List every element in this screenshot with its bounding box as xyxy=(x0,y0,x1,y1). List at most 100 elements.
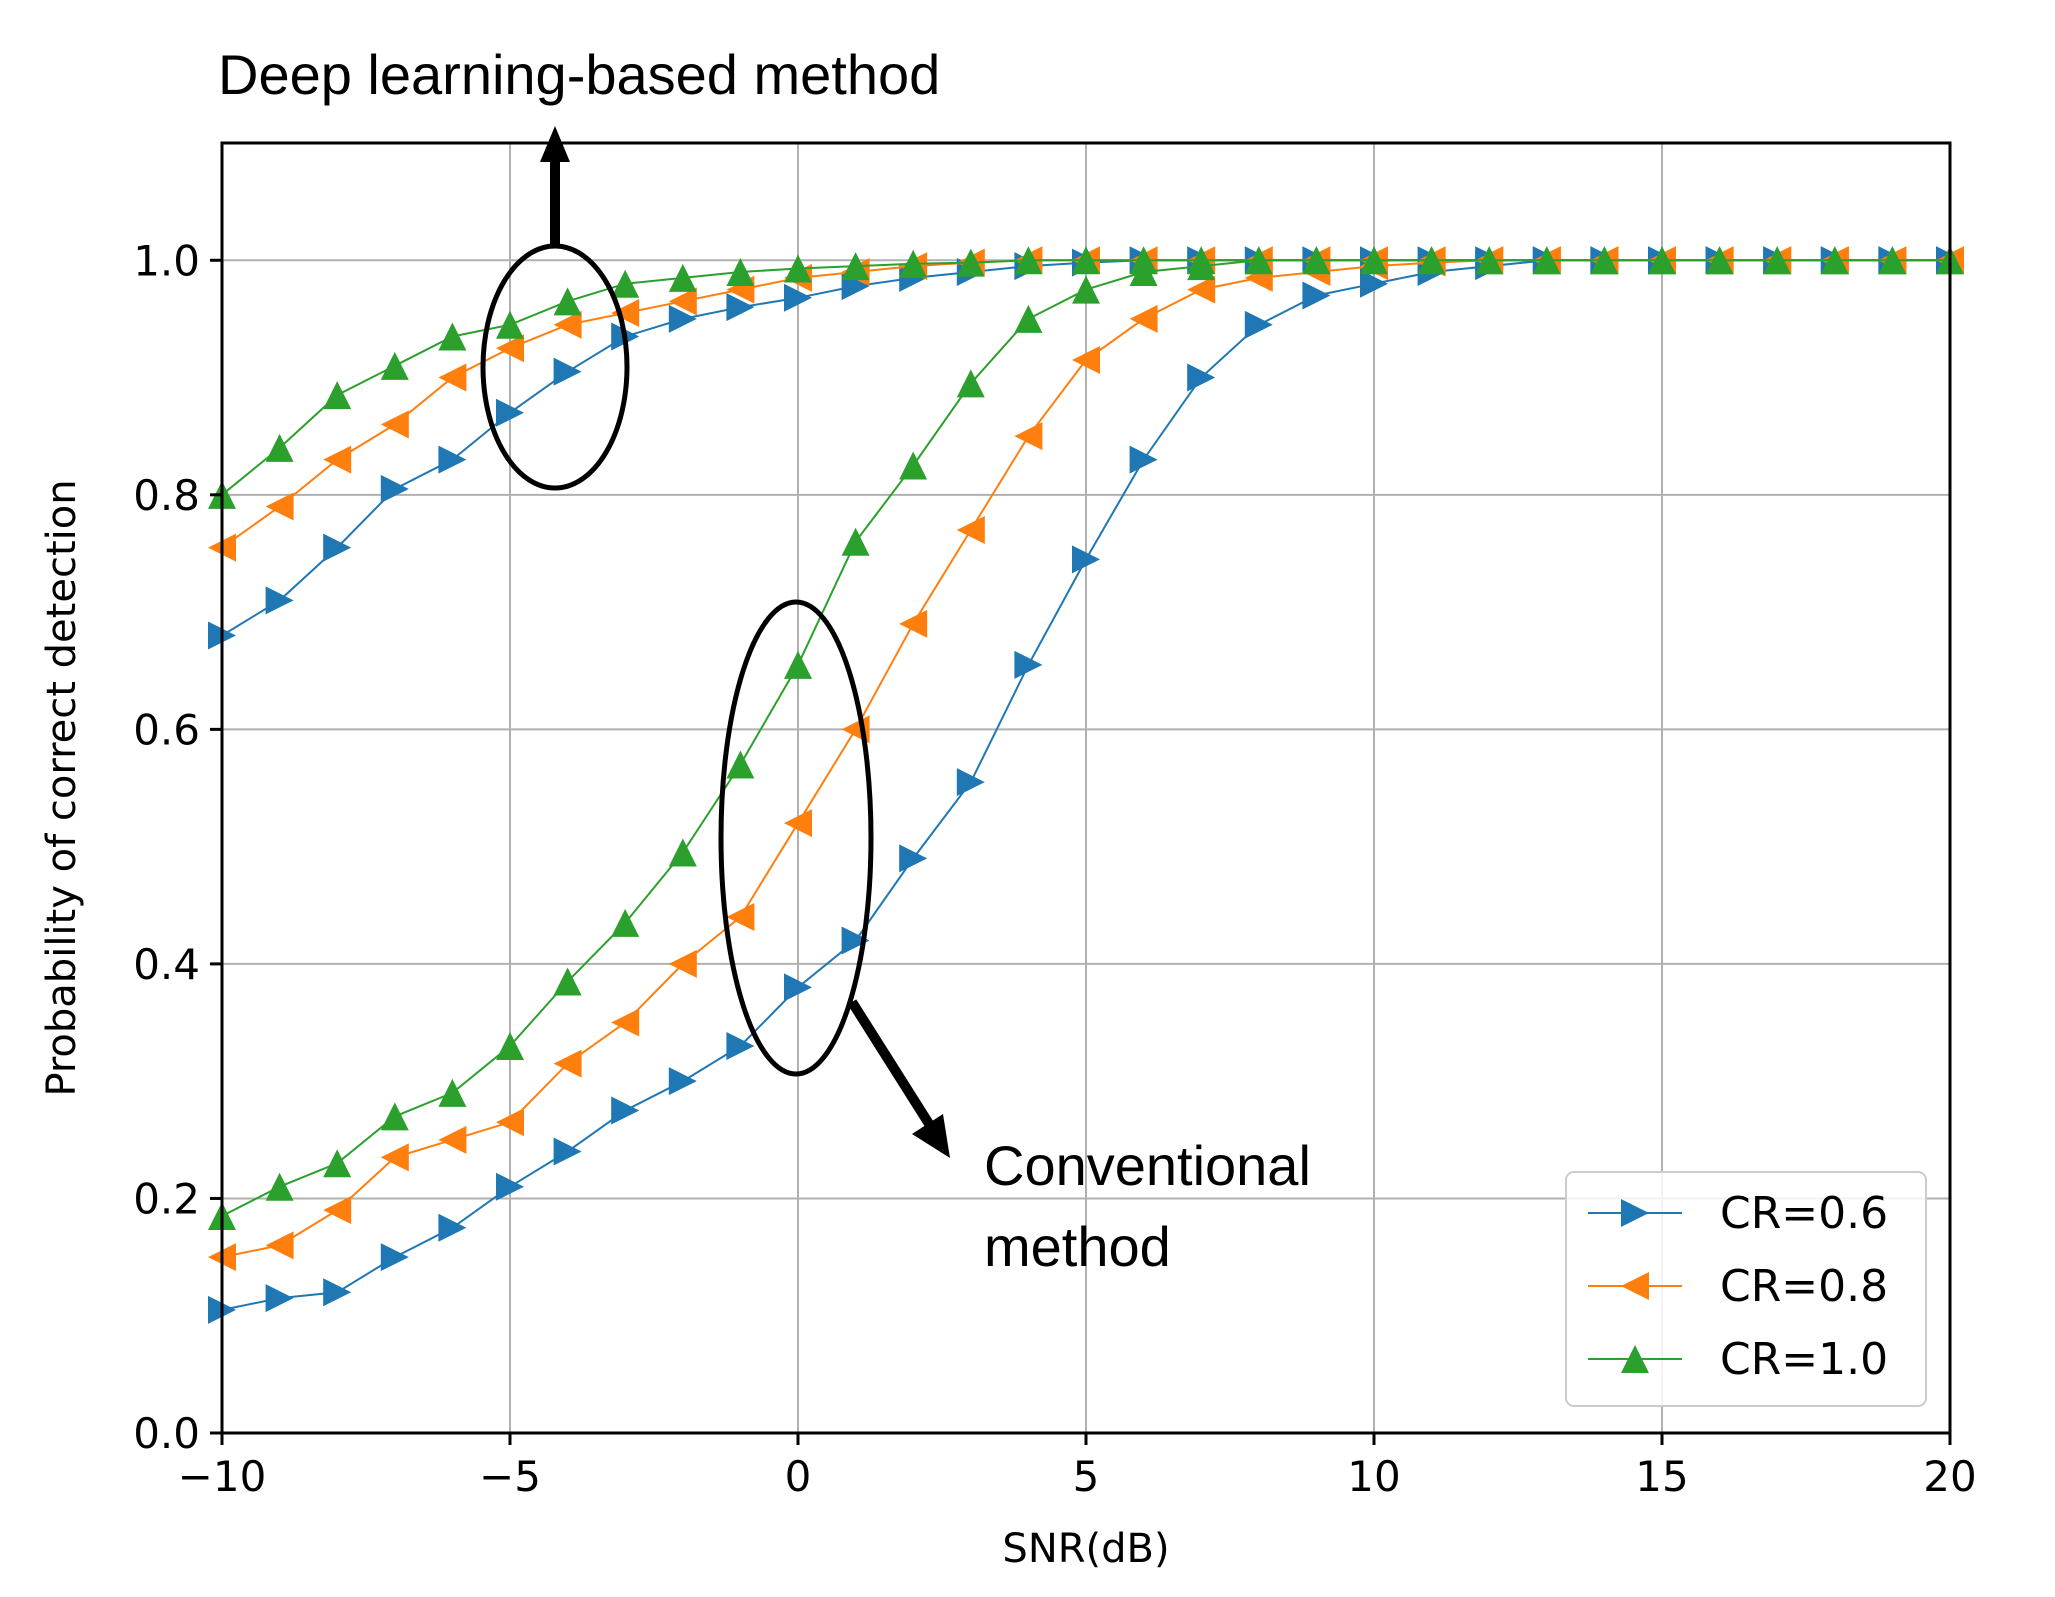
data-point-triangle-up xyxy=(841,252,870,281)
y-tick-label: 0.2 xyxy=(133,1174,200,1223)
data-point-triangle-up xyxy=(611,908,640,937)
data-point-triangle-right xyxy=(841,926,870,955)
legend-label: CR=1.0 xyxy=(1720,1334,1888,1385)
data-point-triangle-up xyxy=(1763,246,1792,275)
data-point-triangle-right xyxy=(323,533,352,562)
data-point-triangle-right xyxy=(1302,281,1331,310)
data-point-triangle-up xyxy=(553,967,582,996)
data-point-triangle-left xyxy=(1072,345,1100,374)
annotation-ellipse-conventional xyxy=(718,599,874,1077)
data-point-triangle-right xyxy=(496,1172,524,1201)
data-point-triangle-right xyxy=(553,1137,582,1166)
data-point-triangle-up xyxy=(1302,246,1331,275)
data-point-triangle-up xyxy=(668,838,697,867)
legend-entry-cr06: CR=0.6 xyxy=(1588,1188,1888,1239)
data-point-triangle-right xyxy=(726,1032,755,1060)
data-point-triangle-up xyxy=(496,1032,524,1060)
data-point-triangle-up xyxy=(1129,258,1158,286)
annotation-deep-learning: Deep learning-based method xyxy=(218,43,940,491)
data-point-triangle-up xyxy=(323,381,352,410)
data-point-triangle-left xyxy=(611,299,640,328)
y-axis-label: Probability of correct detection xyxy=(39,479,85,1096)
data-point-triangle-up xyxy=(323,1149,352,1178)
data-point-triangle-right xyxy=(1072,545,1100,574)
data-point-triangle-up xyxy=(265,433,294,462)
legend-entry-cr10: CR=1.0 xyxy=(1588,1334,1888,1385)
legend-entry-cr08: CR=0.8 xyxy=(1588,1261,1888,1312)
data-point-triangle-right xyxy=(1129,445,1158,474)
data-point-triangle-right xyxy=(956,768,985,797)
x-tick-label: 0 xyxy=(785,1452,812,1501)
data-point-triangle-left xyxy=(956,516,985,544)
data-point-triangle-up xyxy=(1590,246,1619,275)
y-tick-label: 0.6 xyxy=(133,705,200,754)
data-point-triangle-right xyxy=(553,357,582,386)
data-point-triangle-right xyxy=(1187,363,1216,392)
x-axis-label: SNR(dB) xyxy=(1002,1526,1169,1572)
annotation-conventional-text-line2: method xyxy=(984,1215,1171,1278)
data-point-triangle-up xyxy=(668,263,697,292)
data-point-triangle-right xyxy=(1244,310,1273,339)
y-tick-label: 0.0 xyxy=(133,1409,200,1458)
data-point-triangle-up xyxy=(899,249,928,278)
data-point-triangle-up xyxy=(380,1102,409,1131)
data-point-triangle-right xyxy=(784,283,812,312)
data-point-triangle-up xyxy=(496,310,524,339)
data-point-triangle-right xyxy=(496,398,524,427)
annotation-conventional: Conventional method xyxy=(718,599,1311,1278)
data-point-triangle-right xyxy=(668,1067,697,1096)
x-tick-label: −5 xyxy=(479,1452,541,1501)
data-point-triangle-left xyxy=(496,1108,524,1137)
data-point-triangle-left xyxy=(438,1125,467,1154)
data-point-triangle-up xyxy=(1878,246,1907,275)
data-point-triangle-left xyxy=(323,445,352,474)
data-point-triangle-left xyxy=(496,334,524,363)
annotation-deep-learning-text: Deep learning-based method xyxy=(218,43,940,106)
data-point-triangle-up xyxy=(1417,246,1446,275)
data-point-triangle-up xyxy=(1072,275,1100,304)
data-point-triangle-up xyxy=(1360,246,1388,275)
annotation-arrow-conventional xyxy=(847,999,936,1130)
x-tick-label: 15 xyxy=(1635,1452,1688,1501)
legend-marker-triangle-right-icon xyxy=(1621,1199,1649,1227)
data-point-triangle-right xyxy=(726,293,755,322)
y-tick-label: 1.0 xyxy=(133,236,200,285)
data-point-triangle-up xyxy=(1648,246,1676,275)
data-point-triangle-right xyxy=(899,844,928,873)
x-tick-label: 20 xyxy=(1923,1452,1976,1501)
data-point-triangle-right xyxy=(380,474,409,503)
series-layer xyxy=(208,246,1964,1324)
data-point-triangle-up xyxy=(553,287,582,316)
data-point-triangle-left xyxy=(726,903,755,931)
data-point-triangle-up xyxy=(784,650,812,679)
legend-label: CR=0.8 xyxy=(1720,1261,1888,1312)
data-point-triangle-up xyxy=(1014,304,1043,333)
legend-marker-triangle-up-icon xyxy=(1621,1345,1649,1373)
data-point-triangle-right xyxy=(323,1278,352,1307)
data-point-triangle-up xyxy=(1014,246,1043,275)
annotation-conventional-text-line1: Conventional xyxy=(984,1134,1311,1197)
data-point-triangle-up xyxy=(1244,246,1273,275)
data-point-triangle-left xyxy=(380,1143,409,1172)
x-tick-label: −10 xyxy=(178,1452,267,1501)
legend-marker-triangle-left-icon xyxy=(1621,1272,1649,1300)
data-point-triangle-up xyxy=(380,351,409,380)
data-point-triangle-up xyxy=(1475,246,1504,275)
x-tick-label: 10 xyxy=(1347,1452,1400,1501)
data-point-triangle-left xyxy=(1129,304,1158,333)
data-point-triangle-up xyxy=(899,451,928,480)
data-point-triangle-left xyxy=(668,949,697,978)
data-point-triangle-left xyxy=(380,410,409,439)
data-point-triangle-right xyxy=(611,1096,640,1125)
data-point-triangle-right xyxy=(265,1284,294,1313)
data-point-triangle-left xyxy=(323,1196,352,1225)
data-point-triangle-right xyxy=(438,445,467,474)
legend-label: CR=0.6 xyxy=(1720,1188,1888,1239)
data-point-triangle-left xyxy=(1014,422,1043,451)
data-point-triangle-up xyxy=(1187,252,1216,281)
data-point-triangle-up xyxy=(841,527,870,556)
x-tick-label: 5 xyxy=(1073,1452,1100,1501)
series-cr10-conventional xyxy=(208,246,1964,1231)
data-point-triangle-left xyxy=(899,609,928,638)
